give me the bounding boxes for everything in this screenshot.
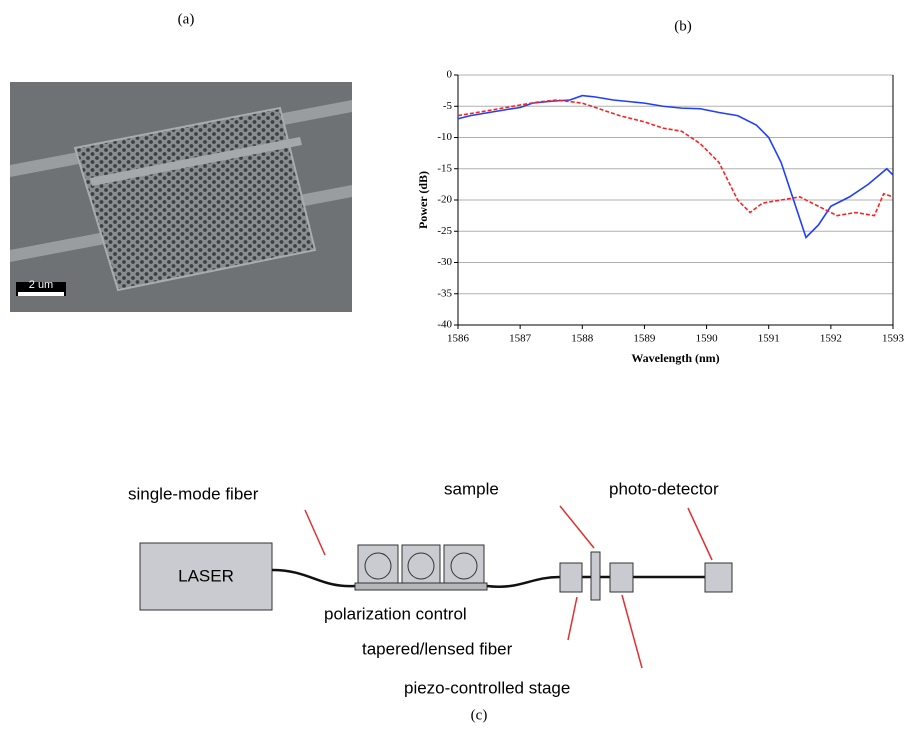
x-tick-label: 1588 — [571, 333, 594, 345]
sample-label: sample — [444, 479, 499, 498]
line-series — [458, 96, 893, 238]
x-tick-label: 1589 — [633, 333, 656, 345]
y-tick-label: -35 — [437, 287, 452, 299]
fiber — [272, 570, 355, 586]
y-axis-label: Power (dB) — [416, 171, 430, 229]
y-tick-label: -25 — [437, 225, 452, 237]
paddle-base — [355, 583, 487, 590]
chart: 0 -5 -10 -15 -20 -25 -30 -35 -40 1586 1587 1588 1589… — [416, 69, 905, 365]
laser-label: LASER — [178, 566, 234, 585]
y-tick-label: -10 — [437, 131, 452, 143]
setup-diagram: LASER single-mode fiber sample photo-det… — [128, 479, 732, 697]
x-axis-label: Wavelength (nm) — [631, 351, 719, 365]
x-tick-label: 1590 — [696, 333, 719, 345]
y-tick-label: -5 — [443, 100, 453, 112]
polarization-label: polarization control — [324, 604, 467, 623]
x-tick-label: 1591 — [758, 333, 780, 345]
scale-bar-label: 2 um — [29, 279, 53, 291]
sample — [591, 552, 600, 600]
panel-label: (a) — [178, 11, 195, 27]
panel-label: (c) — [471, 707, 488, 723]
stage — [560, 563, 582, 592]
tapered-label: tapered/lensed fiber — [362, 639, 513, 658]
y-tick-label: -15 — [437, 162, 452, 174]
x-tick-label: 1586 — [447, 333, 470, 345]
x-tick-label: 1587 — [509, 333, 532, 345]
x-tick-label: 1593 — [882, 333, 905, 345]
page: (a) (b) (c) 2 um 0 -5 -10 -15 -20 -25 -30 -35 -4… — [0, 0, 909, 729]
line-series — [458, 100, 893, 216]
fiber-label: single-mode fiber — [128, 484, 259, 503]
panel-label: (b) — [674, 18, 692, 34]
stage — [610, 563, 633, 592]
y-tick-label: -20 — [437, 194, 452, 206]
y-tick-label: -30 — [437, 256, 452, 268]
stage-label: piezo-controlled stage — [404, 678, 570, 697]
fiber — [487, 577, 560, 587]
x-tick-label: 1592 — [820, 333, 842, 345]
y-tick-label: 0 — [447, 69, 453, 81]
detector-label: photo-detector — [609, 479, 719, 498]
y-tick-label: -40 — [437, 319, 452, 331]
sem-image: 2 um — [10, 82, 352, 312]
figure: (a) (b) (c) 2 um 0 -5 -10 -15 -20 -25 -30 -35 -4… — [0, 0, 909, 729]
paddles — [358, 545, 484, 583]
detector — [705, 563, 732, 592]
